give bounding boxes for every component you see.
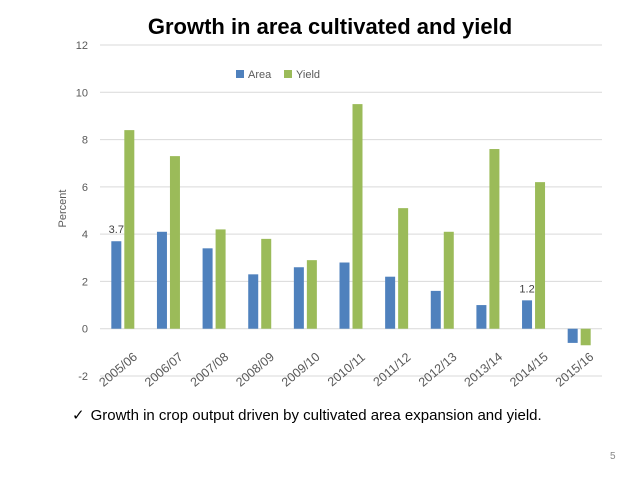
x-tick-label: 2015/16 [553,350,597,390]
legend-label: Yield [296,69,320,81]
bar-area-2013-14 [476,305,487,329]
data-label: 1.2 [519,283,534,295]
data-label: 3.7 [109,224,124,236]
slide-title: Growth in area cultivated and yield [147,14,513,39]
x-tick-label: 2009/10 [279,350,323,390]
bar-yield-2006-07 [169,156,180,329]
x-tick-label: 2010/11 [325,350,368,389]
x-tick-label: 2014/15 [507,350,551,390]
x-tick-label: 2008/09 [233,350,277,390]
bar-yield-2013-14 [489,149,500,329]
checkmark-icon: ✓ [72,407,85,424]
bar-yield-2010-11 [352,104,363,329]
bar-area-2011-12 [385,276,396,329]
legend-swatch-yield [284,70,292,78]
bar-area-2010-11 [339,262,350,329]
y-tick-label: 8 [82,135,88,147]
y-tick-label: 12 [76,40,88,52]
legend-swatch-area [236,70,244,78]
bar-area-2015-16 [567,328,578,343]
bar-yield-2015-16 [580,328,591,346]
bar-yield-2012-13 [443,231,454,329]
gridlines [100,44,602,377]
x-tick-label: 2006/07 [142,350,186,390]
y-tick-label: 10 [76,87,88,99]
bar-area-2014-15 [522,300,533,329]
bar-yield-2005-06 [124,130,135,329]
x-tick-label: 2007/08 [188,350,232,390]
y-tick-label: 4 [82,229,88,241]
bar-yield-2014-15 [535,182,546,329]
bullet-text: Growth in crop output driven by cultivat… [90,407,542,424]
legend-label: Area [248,69,272,81]
y-tick-label: -2 [78,371,88,383]
bar-area-2007-08 [202,248,213,329]
x-tick-label: 2013/14 [462,350,506,390]
x-tick-label: 2005/06 [96,350,140,390]
bar-area-2005-06 [111,241,122,329]
bars [111,104,591,346]
y-axis-title: Percent [57,190,69,228]
legend: Area Yield [236,69,320,81]
page-number: 5 [610,451,616,462]
bar-area-2006-07 [156,231,167,329]
bullet-point: ✓ Growth in crop output driven by cultiva… [72,406,542,424]
bar-area-2012-13 [430,290,441,329]
bar-area-2008-09 [248,274,259,329]
x-tick-label: 2011/12 [371,350,414,389]
y-tick-label: 0 [82,324,88,336]
bar-yield-2009-10 [306,260,317,329]
y-tick-label: 6 [82,182,88,194]
y-tick-label: 2 [82,276,88,288]
y-axis: -2 0 2 4 6 8 10 12 Percent [57,40,88,383]
bar-yield-2011-12 [398,208,409,329]
bar-area-2009-10 [293,267,304,329]
x-tick-label: 2012/13 [416,350,460,390]
bar-yield-2008-09 [261,238,272,329]
bar-yield-2007-08 [215,229,226,329]
